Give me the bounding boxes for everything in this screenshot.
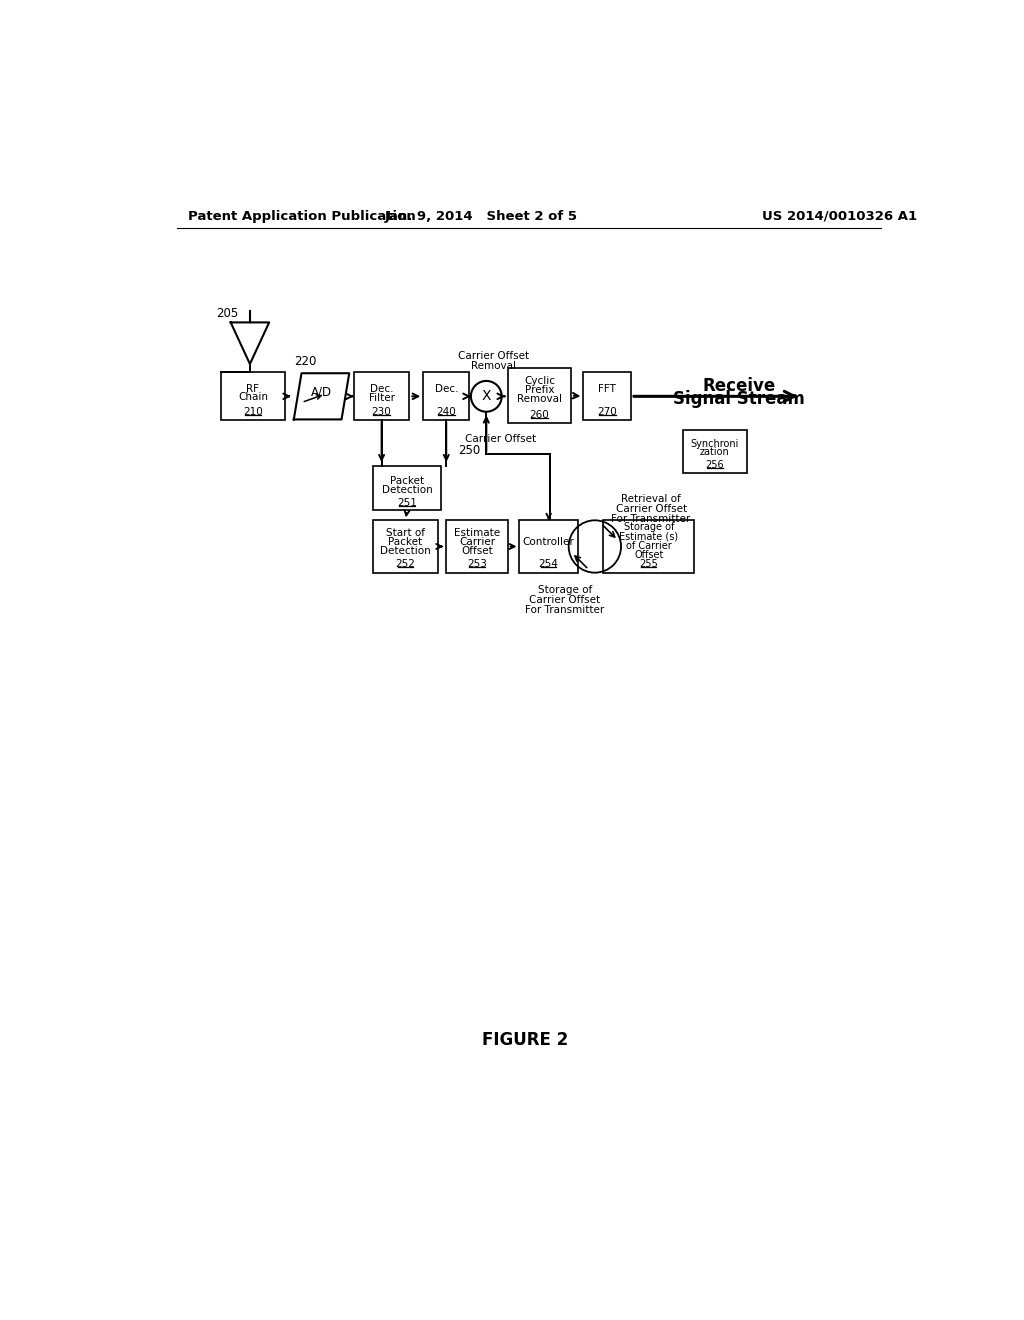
Text: Storage of: Storage of bbox=[624, 523, 674, 532]
Text: Jan. 9, 2014   Sheet 2 of 5: Jan. 9, 2014 Sheet 2 of 5 bbox=[384, 210, 578, 223]
Text: 230: 230 bbox=[372, 407, 391, 417]
Text: Detection: Detection bbox=[382, 486, 432, 495]
Text: Carrier Offset: Carrier Offset bbox=[459, 351, 529, 362]
Text: US 2014/0010326 A1: US 2014/0010326 A1 bbox=[762, 210, 918, 223]
Text: of Carrier: of Carrier bbox=[626, 541, 672, 550]
Text: 210: 210 bbox=[243, 407, 263, 417]
Text: 270: 270 bbox=[597, 407, 617, 417]
Text: Patent Application Publication: Patent Application Publication bbox=[188, 210, 416, 223]
Text: Estimate: Estimate bbox=[454, 528, 500, 537]
Bar bbox=[603, 520, 694, 573]
Text: 250: 250 bbox=[458, 444, 480, 457]
Text: Signal Stream: Signal Stream bbox=[673, 391, 805, 408]
Bar bbox=[519, 520, 578, 573]
Bar bbox=[508, 368, 571, 424]
Text: 252: 252 bbox=[395, 560, 416, 569]
Text: Storage of: Storage of bbox=[538, 585, 592, 594]
Text: 254: 254 bbox=[539, 560, 559, 569]
Text: Detection: Detection bbox=[380, 546, 431, 556]
Bar bbox=[354, 372, 410, 420]
Text: Controller: Controller bbox=[523, 537, 574, 546]
Text: X: X bbox=[481, 389, 492, 404]
Text: Packet: Packet bbox=[390, 477, 424, 486]
Bar bbox=[373, 520, 438, 573]
Bar bbox=[221, 372, 285, 420]
Text: FIGURE 2: FIGURE 2 bbox=[481, 1031, 568, 1049]
Text: zation: zation bbox=[700, 447, 730, 457]
Text: Receive: Receive bbox=[702, 378, 775, 395]
Polygon shape bbox=[294, 374, 349, 420]
Text: Retrieval of: Retrieval of bbox=[622, 494, 681, 504]
Text: Estimate (s): Estimate (s) bbox=[620, 532, 678, 541]
Text: Cyclic: Cyclic bbox=[524, 376, 555, 385]
Text: Carrier Offset: Carrier Offset bbox=[615, 504, 687, 513]
Text: 220: 220 bbox=[294, 355, 316, 368]
Text: RF: RF bbox=[247, 384, 259, 393]
Text: FFT: FFT bbox=[598, 384, 616, 395]
Text: Synchroni: Synchroni bbox=[691, 438, 739, 449]
Text: 253: 253 bbox=[467, 560, 487, 569]
Text: For Transmitter: For Transmitter bbox=[611, 513, 691, 524]
Text: Dec.: Dec. bbox=[370, 384, 393, 395]
Circle shape bbox=[471, 381, 502, 412]
Text: 260: 260 bbox=[529, 409, 549, 420]
Bar bbox=[373, 466, 441, 511]
Bar bbox=[423, 372, 469, 420]
Bar bbox=[584, 372, 631, 420]
Text: 205: 205 bbox=[216, 306, 238, 319]
Bar bbox=[446, 520, 508, 573]
Text: Carrier Offset: Carrier Offset bbox=[529, 594, 600, 605]
Text: Carrier: Carrier bbox=[459, 537, 496, 546]
Text: 255: 255 bbox=[639, 560, 658, 569]
Text: 240: 240 bbox=[436, 407, 456, 417]
Text: Removal: Removal bbox=[517, 395, 562, 404]
Polygon shape bbox=[230, 322, 269, 364]
Text: Packet: Packet bbox=[388, 537, 423, 546]
Text: 251: 251 bbox=[397, 498, 417, 508]
Text: 256: 256 bbox=[706, 459, 724, 470]
Text: Prefix: Prefix bbox=[524, 385, 554, 395]
Text: Carrier Offset: Carrier Offset bbox=[465, 434, 536, 444]
Text: Removal: Removal bbox=[471, 360, 516, 371]
Bar bbox=[683, 430, 746, 473]
Text: Dec.: Dec. bbox=[434, 384, 458, 395]
Text: A/D: A/D bbox=[311, 385, 332, 399]
Text: For Transmitter: For Transmitter bbox=[525, 605, 604, 615]
Text: Offset: Offset bbox=[461, 546, 493, 556]
Text: Offset: Offset bbox=[634, 550, 664, 560]
Text: Start of: Start of bbox=[386, 528, 425, 537]
Text: Filter: Filter bbox=[369, 393, 394, 403]
Text: Chain: Chain bbox=[238, 392, 268, 403]
